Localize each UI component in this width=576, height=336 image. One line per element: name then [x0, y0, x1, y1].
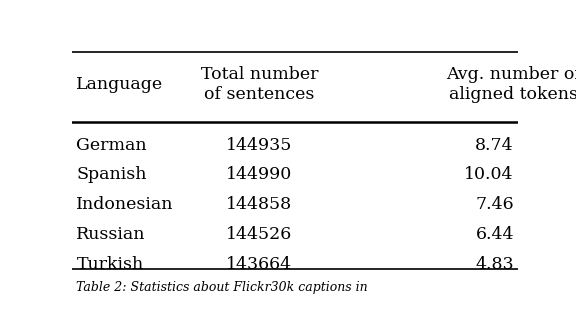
Text: 8.74: 8.74: [475, 137, 514, 154]
Text: 143664: 143664: [226, 256, 293, 272]
Text: Russian: Russian: [77, 226, 146, 243]
Text: 144526: 144526: [226, 226, 293, 243]
Text: 10.04: 10.04: [464, 166, 514, 183]
Text: 4.83: 4.83: [475, 256, 514, 272]
Text: 7.46: 7.46: [475, 196, 514, 213]
Text: Indonesian: Indonesian: [77, 196, 174, 213]
Text: 144990: 144990: [226, 166, 293, 183]
Text: Turkish: Turkish: [77, 256, 144, 272]
Text: Language: Language: [77, 76, 164, 93]
Text: Avg. number of
aligned tokens: Avg. number of aligned tokens: [446, 66, 576, 102]
Text: 144935: 144935: [226, 137, 293, 154]
Text: German: German: [77, 137, 147, 154]
Text: 144858: 144858: [226, 196, 293, 213]
Text: Table 2: Statistics about Flickr30k captions in: Table 2: Statistics about Flickr30k capt…: [77, 281, 368, 294]
Text: Spanish: Spanish: [77, 166, 147, 183]
Text: 6.44: 6.44: [475, 226, 514, 243]
Text: Total number
of sentences: Total number of sentences: [201, 66, 318, 102]
